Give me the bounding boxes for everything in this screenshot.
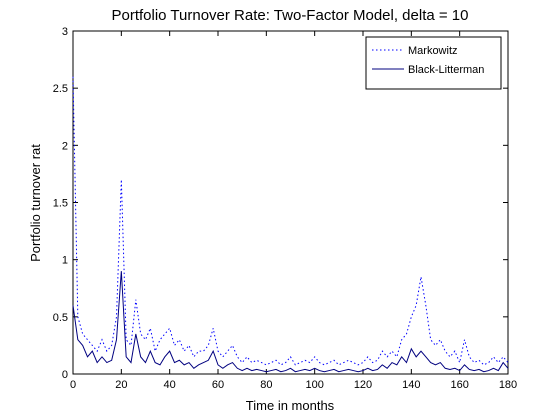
legend-label: Markowitz [408,45,458,57]
y-tick-label: 0 [62,369,68,381]
x-axis-label: Time in months [246,398,335,413]
x-tick-label: 40 [164,379,176,391]
y-axis-label: Portfolio turnover rat [28,144,43,262]
x-tick-label: 80 [260,379,272,391]
series-line [72,76,509,366]
x-tick-label: 140 [402,379,420,391]
y-tick-label: 1 [62,255,68,267]
legend-box [365,36,502,90]
y-tick-label: 2.5 [53,83,68,95]
x-tick-label: 160 [450,379,468,391]
y-tick-label: 0.5 [53,312,68,324]
x-tick-label: 100 [305,379,323,391]
legend-label: Black-Litterman [408,64,484,76]
x-tick-label: 60 [212,379,224,391]
y-tick-label: 3 [62,26,68,38]
series-line [72,271,509,373]
x-tick-label: 20 [115,379,127,391]
y-tick-label: 1.5 [53,198,68,210]
y-tick-label: 2 [62,140,68,152]
x-tick-label: 120 [354,379,372,391]
x-tick-label: 180 [499,379,517,391]
x-tick-label: 0 [70,379,76,391]
chart-title: Portfolio Turnover Rate: Two-Factor Mode… [112,7,469,24]
